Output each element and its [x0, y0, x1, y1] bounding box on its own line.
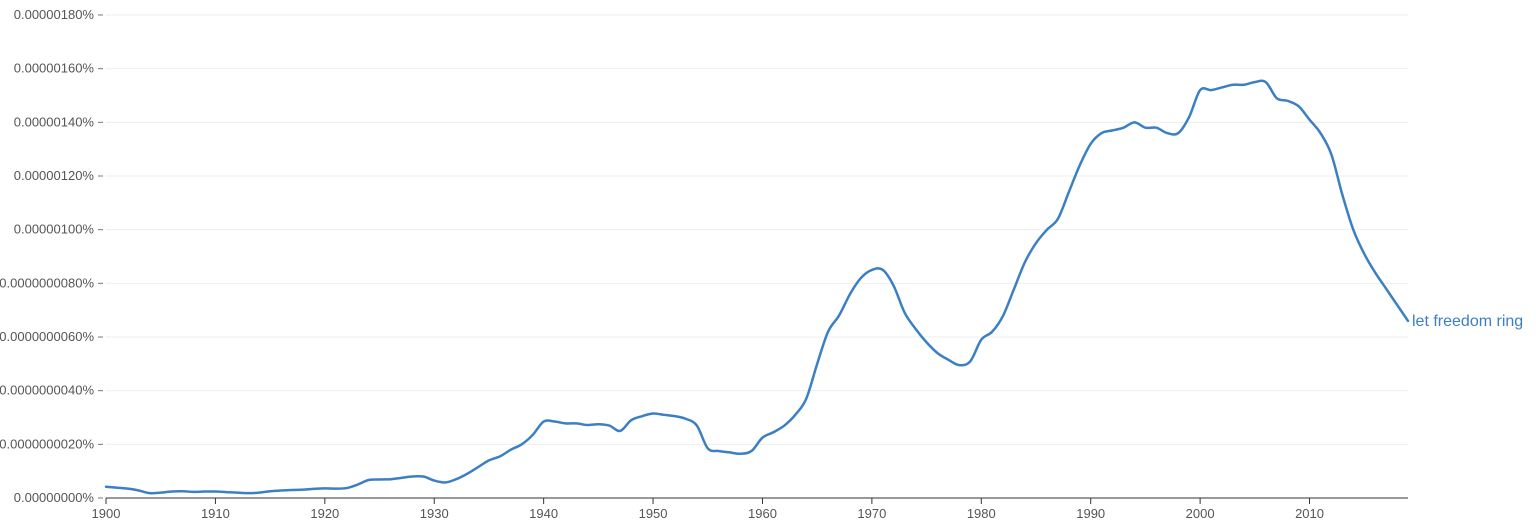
- x-tick-label: 1960: [748, 506, 777, 521]
- y-tick-label: 0.0000000080%: [0, 275, 94, 290]
- x-tick-label: 1950: [639, 506, 668, 521]
- y-tick-label: 0.00000120%: [14, 168, 95, 183]
- x-tick-label: 1990: [1076, 506, 1105, 521]
- gridlines: [106, 14, 1408, 445]
- x-tick-label: 1900: [92, 506, 121, 521]
- x-tick-label: 1980: [967, 506, 996, 521]
- x-tick-label: 1940: [529, 506, 558, 521]
- series-layer: [104, 79, 1410, 495]
- series-label-0: let freedom ring: [1412, 313, 1523, 330]
- x-axis: 1900 1910 1920 1930 1940 1950 1960 1970 1980 1990…: [92, 497, 1408, 521]
- x-tick-label: 2000: [1186, 506, 1215, 521]
- y-tick-label: 0.00000100%: [14, 222, 95, 237]
- x-tick-label: 2010: [1295, 506, 1324, 521]
- y-tick-label: 0.00000140%: [14, 114, 95, 129]
- x-tick-label: 1930: [420, 506, 449, 521]
- y-tick-label: 0.0000000040%: [0, 383, 94, 398]
- y-tick-label: 0.00000000%: [14, 490, 95, 505]
- series-line-0: [104, 79, 1410, 495]
- y-tick-label: 0.00000180%: [14, 7, 95, 22]
- x-tick-label: 1970: [857, 506, 886, 521]
- y-axis: 0.00000000% 0.0000000020% 0.0000000040% 0.0…: [0, 7, 103, 505]
- y-tick-label: 0.0000000020%: [0, 436, 94, 451]
- x-tick-label: 1920: [310, 506, 339, 521]
- x-tick-label: 1910: [201, 506, 230, 521]
- y-tick-label: 0.0000000060%: [0, 329, 94, 344]
- series-labels: let freedom ring: [1412, 313, 1523, 330]
- y-tick-label: 0.00000160%: [14, 61, 95, 76]
